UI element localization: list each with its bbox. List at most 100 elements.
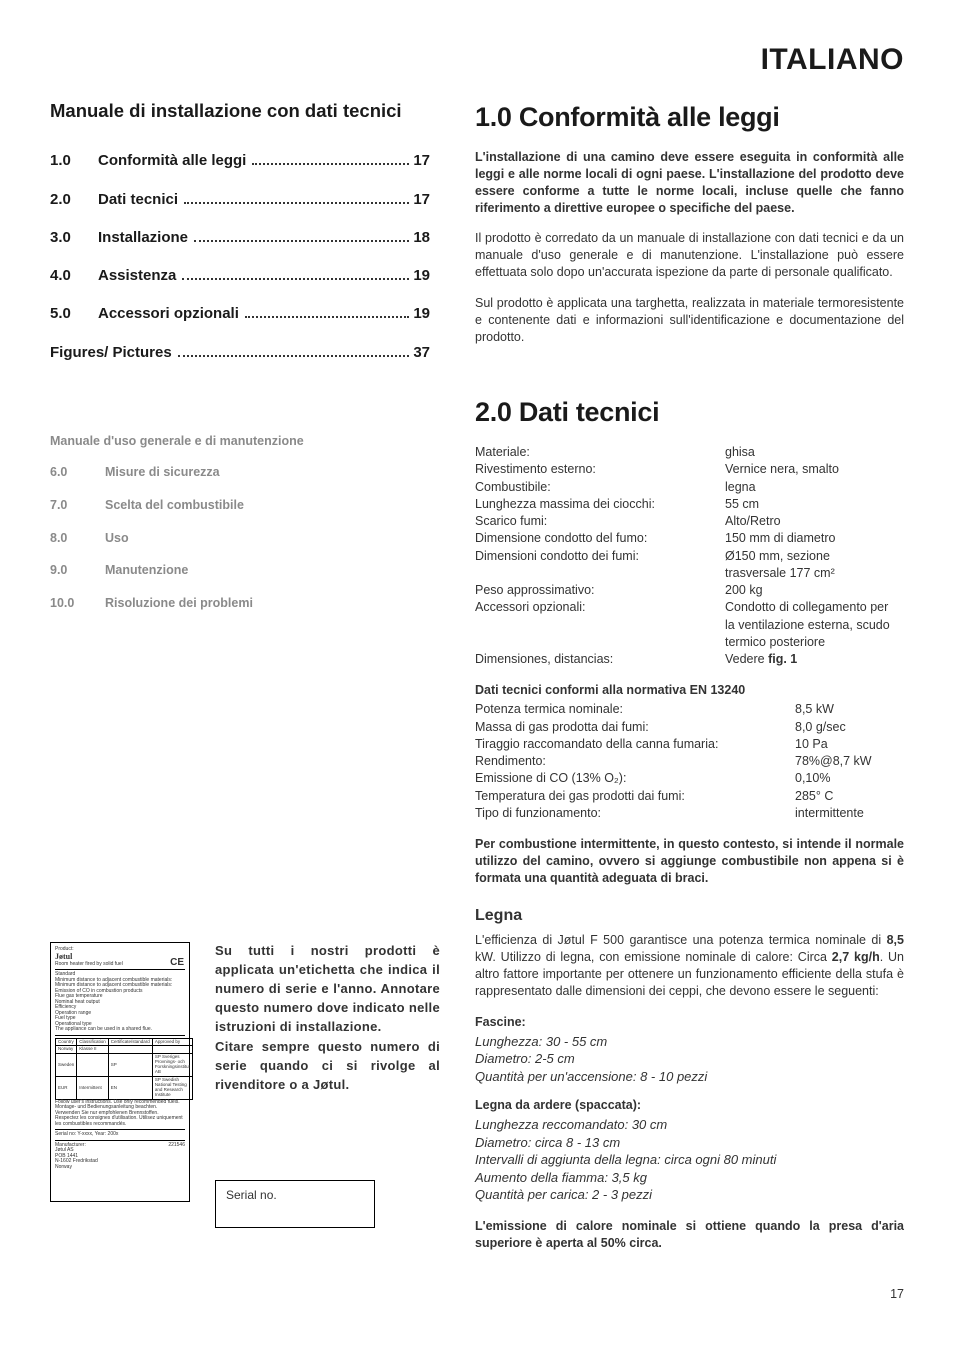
toc-row: 2.0 Dati tecnici 17 — [50, 190, 430, 210]
rating-plate-image: Product: Jøtul CE Room heater fired by s… — [50, 942, 190, 1202]
spec-value: trasversale 177 cm² — [725, 565, 904, 582]
plate-heater: Room heater fired by solid fuel — [55, 962, 185, 968]
en13240-list: Potenza termica nominale:8,5 kW Massa di… — [475, 701, 904, 822]
spec-label: Massa di gas prodotta dai fumi: — [475, 719, 795, 736]
language-header: ITALIANO — [50, 40, 904, 81]
toc-page: 19 — [413, 266, 430, 286]
toc-label: Assistenza — [98, 266, 176, 286]
toc-row: 1.0 Conformità alle leggi 17 — [50, 151, 430, 171]
sub-toc-heading: Manuale d'uso generale e di manutenzione — [50, 433, 440, 450]
toc-leader — [194, 240, 409, 242]
ce-mark-icon: CE — [170, 957, 184, 968]
toc-num: 2.0 — [50, 190, 98, 210]
fascine-spec: Diametro: 2-5 cm — [475, 1050, 904, 1068]
spaccata-spec: Intervalli di aggiunta della legna: circ… — [475, 1151, 904, 1169]
section-2-title: 2.0 Dati tecnici — [475, 394, 904, 430]
spec-value: 150 mm di diametro — [725, 530, 904, 547]
sub-toc-row: 9.0Manutenzione — [50, 562, 440, 579]
serial-number-box: Serial no. — [215, 1180, 375, 1228]
spec-value: 285° C — [795, 788, 904, 805]
spaccata-spec: Quantità per carica: 2 - 3 pezzi — [475, 1186, 904, 1204]
spec-value: 200 kg — [725, 582, 904, 599]
spec-label: Temperatura dei gas prodotti dai fumi: — [475, 788, 795, 805]
spaccata-spec: Lunghezza reccomandato: 30 cm — [475, 1116, 904, 1134]
spec-label: Tiraggio raccomandato della canna fumari… — [475, 736, 795, 753]
intermittent-note: Per combustione intermittente, in questo… — [475, 836, 904, 887]
spec-value: 10 Pa — [795, 736, 904, 753]
sub-toc-num: 6.0 — [50, 464, 105, 481]
spec-label — [475, 617, 725, 634]
toc-leader — [245, 316, 409, 318]
spec-value: 8,0 g/sec — [795, 719, 904, 736]
plate-table: CountryClassificationCertificate/standar… — [55, 1038, 193, 1100]
spec-value: intermittente — [795, 805, 904, 822]
spaccata-heading: Legna da ardere (spaccata): — [475, 1097, 904, 1114]
spec-label: Combustibile: — [475, 479, 725, 496]
toc-page: 17 — [413, 190, 430, 210]
toc-row: 4.0 Assistenza 19 — [50, 266, 430, 286]
spec-list: Materiale:ghisa Rivestimento esterno:Ver… — [475, 444, 904, 668]
plate-line: The appliance can be used in a shared fl… — [55, 1027, 185, 1033]
section-1-p3: Sul prodotto è applicata una targhetta, … — [475, 295, 904, 346]
sub-toc-label: Misure di sicurezza — [105, 464, 220, 481]
sub-toc-row: 6.0Misure di sicurezza — [50, 464, 440, 481]
manual-title: Manuale di installazione con dati tecnic… — [50, 99, 440, 124]
sub-toc-label: Uso — [105, 530, 129, 547]
plate-line: Respectez les consignes d'utilisation. U… — [55, 1116, 185, 1127]
spec-label: Dimensioni condotto dei fumi: — [475, 548, 725, 565]
section-1-title: 1.0 Conformità alle leggi — [475, 99, 904, 135]
fascine-spec: Quantità per un'accensione: 8 - 10 pezzi — [475, 1068, 904, 1086]
section-1-p1: L'installazione di una camino deve esser… — [475, 149, 904, 217]
toc-leader — [252, 163, 409, 165]
final-note: L'emissione di calore nominale si ottien… — [475, 1218, 904, 1252]
spec-label: Lunghezza massima dei ciocchi: — [475, 496, 725, 513]
spec-value: 0,10% — [795, 770, 904, 787]
toc-num: 4.0 — [50, 266, 98, 286]
spec-value: 78%@8,7 kW — [795, 753, 904, 770]
toc-label: Dati tecnici — [98, 190, 178, 210]
spec-value: 55 cm — [725, 496, 904, 513]
spec-label: Tipo di funzionamento: — [475, 805, 795, 822]
sub-toc-label: Risoluzione dei problemi — [105, 595, 253, 612]
sub-toc-num: 8.0 — [50, 530, 105, 547]
rating-plate-block: Product: Jøtul CE Room heater fired by s… — [50, 942, 440, 1202]
spec-value: la ventilazione esterna, scudo — [725, 617, 904, 634]
toc-row: . Figures/ Pictures 37 — [2, 343, 430, 363]
spec-label — [475, 634, 725, 651]
toc-page: 18 — [413, 228, 430, 248]
fascine-spec: Lunghezza: 30 - 55 cm — [475, 1033, 904, 1051]
toc-label: Conformità alle leggi — [98, 151, 246, 171]
spec-value: ghisa — [725, 444, 904, 461]
toc-page: 19 — [413, 304, 430, 324]
sub-toc-label: Manutenzione — [105, 562, 188, 579]
spec-label: Scarico fumi: — [475, 513, 725, 530]
plate-code: 221546 — [168, 1143, 185, 1149]
toc-row: 5.0 Accessori opzionali 19 — [50, 304, 430, 324]
fascine-heading: Fascine: — [475, 1014, 904, 1031]
spaccata-spec: Diametro: circa 8 - 13 cm — [475, 1134, 904, 1152]
plate-line: Norway — [55, 1165, 185, 1171]
sub-toc-row: 7.0Scelta del combustibile — [50, 497, 440, 514]
spaccata-spec: Aumento della fiamma: 3,5 kg — [475, 1169, 904, 1187]
spec-value: 8,5 kW — [795, 701, 904, 718]
table-of-contents: 1.0 Conformità alle leggi 17 2.0 Dati te… — [50, 151, 440, 363]
sub-toc-row: 10.0Risoluzione dei problemi — [50, 595, 440, 612]
spec-value: Vernice nera, smalto — [725, 461, 904, 478]
sub-toc-num: 9.0 — [50, 562, 105, 579]
right-column: 1.0 Conformità alle leggi L'installazion… — [475, 99, 904, 1266]
en13240-heading: Dati tecnici conformi alla normativa EN … — [475, 682, 904, 699]
toc-leader — [182, 278, 409, 280]
sub-toc-num: 10.0 — [50, 595, 105, 612]
spec-value: Ø150 mm, sezione — [725, 548, 904, 565]
sub-toc: 6.0Misure di sicurezza 7.0Scelta del com… — [50, 464, 440, 612]
spec-value: Condotto di collegamento per — [725, 599, 904, 616]
toc-num: 3.0 — [50, 228, 98, 248]
two-column-layout: Manuale di installazione con dati tecnic… — [50, 99, 904, 1266]
spec-label: Rendimento: — [475, 753, 795, 770]
left-column: Manuale di installazione con dati tecnic… — [50, 99, 440, 1266]
toc-label: Figures/ Pictures — [50, 343, 172, 363]
toc-label: Accessori opzionali — [98, 304, 239, 324]
toc-page: 17 — [413, 151, 430, 171]
sub-toc-row: 8.0Uso — [50, 530, 440, 547]
toc-num: 5.0 — [50, 304, 98, 324]
